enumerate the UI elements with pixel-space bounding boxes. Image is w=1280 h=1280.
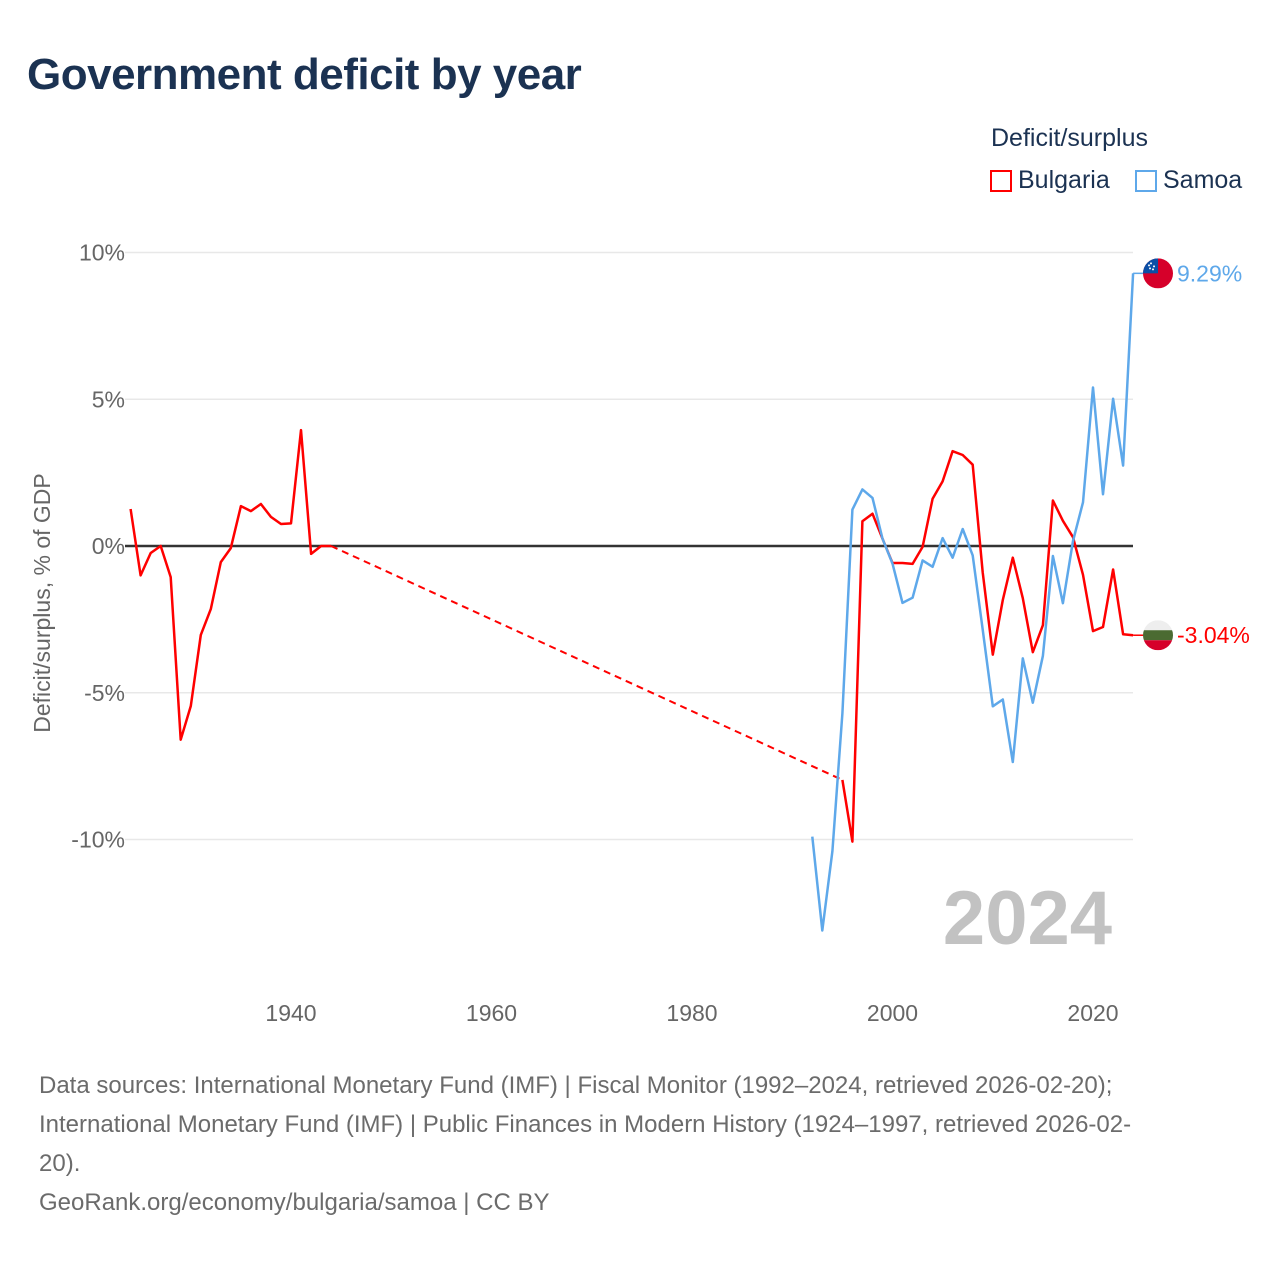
flag-star [1149, 267, 1151, 270]
y-axis-label: Deficit/surplus, % of GDP [29, 473, 55, 732]
series-line [811, 273, 1135, 932]
data-sources-line: International Monetary Fund (IMF) | Publ… [39, 1111, 1132, 1138]
flag-stripe-red [1143, 640, 1173, 651]
flag-canton [1143, 258, 1158, 274]
series-line [841, 449, 1134, 843]
y-tick-label: -10% [71, 827, 125, 853]
y-tick-label: 10% [79, 240, 125, 266]
y-tick-label: 0% [92, 533, 125, 559]
y-tick-label: -5% [84, 680, 125, 706]
legend-swatch [1135, 169, 1157, 192]
series-bulgaria: -3.04% [129, 428, 1250, 843]
chart-title: Government deficit by year [27, 50, 582, 99]
x-tick-label: 2020 [1067, 1000, 1118, 1026]
samoa-flag-icon [1143, 258, 1173, 289]
legend-item-bulgaria[interactable]: Bulgaria [990, 166, 1110, 195]
bulgaria-flag-icon [1143, 620, 1173, 651]
x-tick-label: 2000 [867, 1000, 918, 1026]
end-value-label: 9.29% [1177, 260, 1242, 286]
flag-star [1148, 264, 1150, 267]
data-sources-line: Data sources: International Monetary Fun… [39, 1072, 1113, 1099]
x-tick-label: 1960 [466, 1000, 517, 1026]
end-value-label: -3.04% [1177, 622, 1250, 648]
legend-swatch [990, 169, 1012, 192]
legend-item-samoa[interactable]: Samoa [1135, 166, 1242, 195]
year-watermark: 2024 [943, 876, 1112, 961]
attribution-link[interactable]: GeoRank.org/economy/bulgaria/samoa | CC … [39, 1189, 550, 1216]
flag-stripe-green [1143, 630, 1173, 641]
legend-label: Samoa [1163, 166, 1243, 194]
y-tick-label: 5% [92, 386, 125, 412]
x-tick-label: 1940 [265, 1000, 316, 1026]
flag-star [1152, 268, 1154, 271]
flag-star [1153, 265, 1155, 268]
series-samoa: 9.29% [811, 258, 1242, 932]
flag-star [1150, 262, 1152, 265]
x-tick-label: 1980 [666, 1000, 717, 1026]
series-gap-dashed [330, 545, 843, 781]
legend-title: Deficit/surplus [991, 124, 1148, 152]
data-sources-line: 20). [39, 1150, 81, 1177]
legend-label: Bulgaria [1018, 166, 1110, 194]
series-line [129, 428, 332, 741]
flag-stripe-white [1143, 620, 1173, 631]
